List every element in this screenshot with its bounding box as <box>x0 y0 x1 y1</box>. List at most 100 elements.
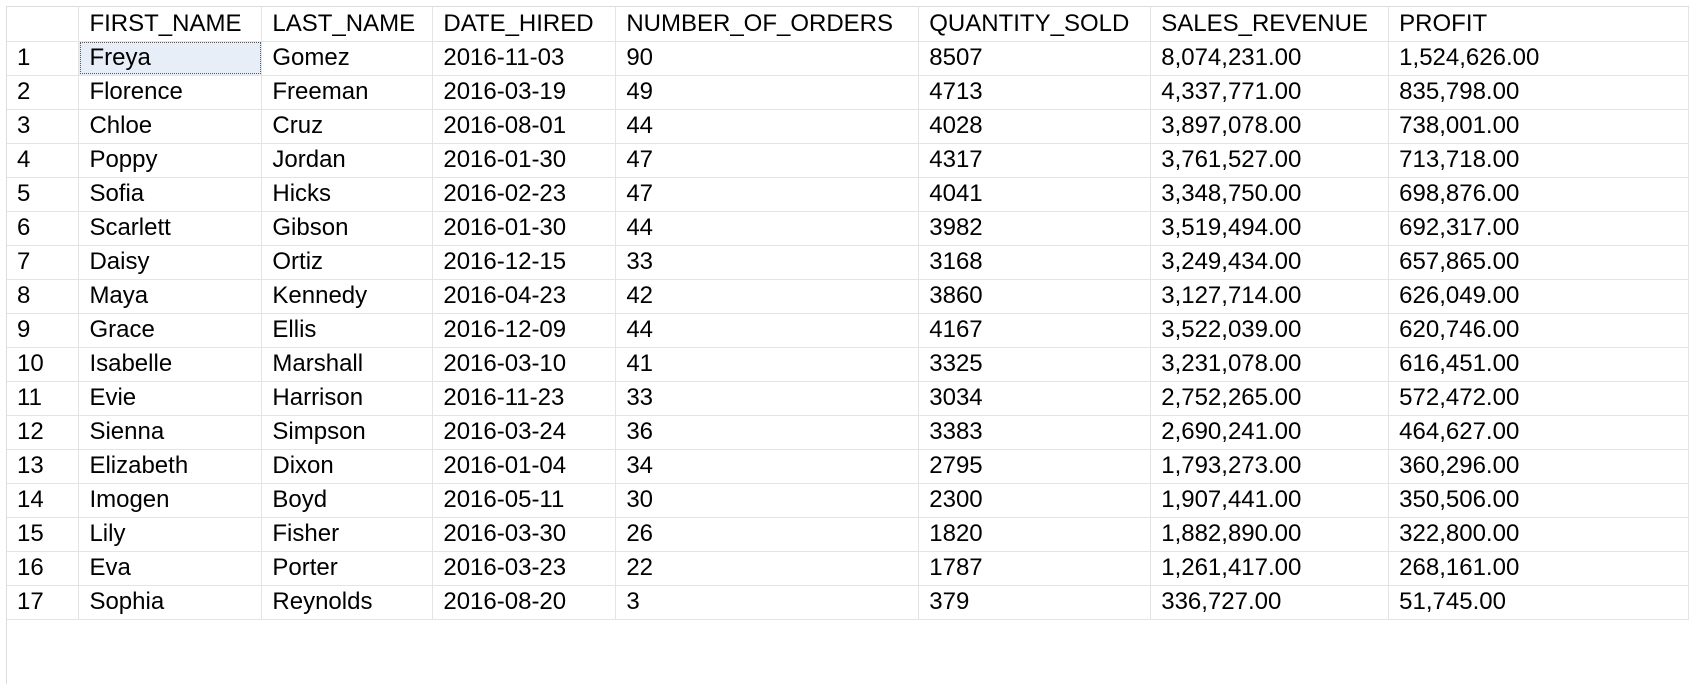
date-hired-cell[interactable]: 2016-04-23 <box>432 279 617 314</box>
first-name-cell[interactable]: Poppy <box>78 143 263 178</box>
date-hired-cell[interactable]: 2016-01-30 <box>432 211 617 246</box>
table-row[interactable]: 7 Daisy Ortiz 2016-12-15 33 3168 3,249,434.00 6… <box>7 245 1689 280</box>
number-of-orders-header[interactable]: NUMBER_OF_ORDERS <box>615 7 920 42</box>
date-hired-cell[interactable]: 2016-03-30 <box>432 517 617 552</box>
date-hired-cell[interactable]: 2016-08-20 <box>432 585 617 620</box>
quantity-sold-cell[interactable]: 4317 <box>918 143 1152 178</box>
table-row[interactable]: 6 Scarlett Gibson 2016-01-30 44 3982 3,519,494… <box>7 211 1689 246</box>
number-of-orders-cell[interactable]: 34 <box>615 449 920 484</box>
last-name-cell[interactable]: Gomez <box>261 41 434 76</box>
quantity-sold-cell[interactable]: 1820 <box>918 517 1152 552</box>
first-name-cell[interactable]: Florence <box>78 75 263 110</box>
number-of-orders-cell[interactable]: 3 <box>615 585 920 620</box>
last-name-cell[interactable]: Hicks <box>261 177 434 212</box>
sales-revenue-cell[interactable]: 2,752,265.00 <box>1150 381 1390 416</box>
sales-revenue-cell[interactable]: 3,897,078.00 <box>1150 109 1390 144</box>
number-of-orders-cell[interactable]: 33 <box>615 245 920 280</box>
last-name-cell[interactable]: Fisher <box>261 517 434 552</box>
last-name-cell[interactable]: Kennedy <box>261 279 434 314</box>
sales-revenue-cell[interactable]: 2,690,241.00 <box>1150 415 1390 450</box>
table-row[interactable]: 4 Poppy Jordan 2016-01-30 47 4317 3,761,527.00… <box>7 143 1689 178</box>
number-of-orders-cell[interactable]: 49 <box>615 75 920 110</box>
first-name-cell[interactable]: Scarlett <box>78 211 263 246</box>
quantity-sold-cell[interactable]: 4028 <box>918 109 1152 144</box>
row-number[interactable]: 4 <box>7 143 80 178</box>
sales-revenue-cell[interactable]: 3,249,434.00 <box>1150 245 1390 280</box>
quantity-sold-cell[interactable]: 8507 <box>918 41 1152 76</box>
first-name-header[interactable]: FIRST_NAME <box>78 7 263 42</box>
row-number[interactable]: 13 <box>7 449 80 484</box>
row-number[interactable]: 15 <box>7 517 80 552</box>
quantity-sold-cell[interactable]: 2795 <box>918 449 1152 484</box>
row-number[interactable]: 17 <box>7 585 80 620</box>
first-name-cell[interactable]: Freya <box>78 41 263 76</box>
quantity-sold-cell[interactable]: 3034 <box>918 381 1152 416</box>
quantity-sold-cell[interactable]: 4167 <box>918 313 1152 348</box>
first-name-cell[interactable]: Evie <box>78 381 263 416</box>
quantity-sold-cell[interactable]: 3168 <box>918 245 1152 280</box>
last-name-cell[interactable]: Ellis <box>261 313 434 348</box>
sales-revenue-cell[interactable]: 3,761,527.00 <box>1150 143 1390 178</box>
profit-cell[interactable]: 464,627.00 <box>1388 415 1689 450</box>
date-hired-cell[interactable]: 2016-01-30 <box>432 143 617 178</box>
number-of-orders-cell[interactable]: 36 <box>615 415 920 450</box>
sales-revenue-cell[interactable]: 3,231,078.00 <box>1150 347 1390 382</box>
number-of-orders-cell[interactable]: 47 <box>615 143 920 178</box>
profit-cell[interactable]: 616,451.00 <box>1388 347 1689 382</box>
profit-cell[interactable]: 51,745.00 <box>1388 585 1689 620</box>
row-number[interactable]: 6 <box>7 211 80 246</box>
last-name-cell[interactable]: Cruz <box>261 109 434 144</box>
table-row[interactable]: 3 Chloe Cruz 2016-08-01 44 4028 3,897,078.00 73… <box>7 109 1689 144</box>
sales-revenue-cell[interactable]: 1,793,273.00 <box>1150 449 1390 484</box>
table-row[interactable]: 14 Imogen Boyd 2016-05-11 30 2300 1,907,441.00… <box>7 483 1689 518</box>
profit-cell[interactable]: 692,317.00 <box>1388 211 1689 246</box>
quantity-sold-cell[interactable]: 3860 <box>918 279 1152 314</box>
last-name-cell[interactable]: Jordan <box>261 143 434 178</box>
number-of-orders-cell[interactable]: 90 <box>615 41 920 76</box>
sales-revenue-cell[interactable]: 1,882,890.00 <box>1150 517 1390 552</box>
table-row[interactable]: 8 Maya Kennedy 2016-04-23 42 3860 3,127,714.00… <box>7 279 1689 314</box>
date-hired-cell[interactable]: 2016-03-23 <box>432 551 617 586</box>
first-name-cell[interactable]: Elizabeth <box>78 449 263 484</box>
quantity-sold-cell[interactable]: 379 <box>918 585 1152 620</box>
first-name-cell[interactable]: Maya <box>78 279 263 314</box>
sales-revenue-cell[interactable]: 1,261,417.00 <box>1150 551 1390 586</box>
last-name-cell[interactable]: Marshall <box>261 347 434 382</box>
sales-revenue-cell[interactable]: 3,127,714.00 <box>1150 279 1390 314</box>
row-number[interactable]: 10 <box>7 347 80 382</box>
first-name-cell[interactable]: Isabelle <box>78 347 263 382</box>
quantity-sold-cell[interactable]: 3383 <box>918 415 1152 450</box>
date-hired-cell[interactable]: 2016-03-10 <box>432 347 617 382</box>
number-of-orders-cell[interactable]: 44 <box>615 109 920 144</box>
sales-revenue-cell[interactable]: 3,348,750.00 <box>1150 177 1390 212</box>
profit-cell[interactable]: 350,506.00 <box>1388 483 1689 518</box>
quantity-sold-cell[interactable]: 3982 <box>918 211 1152 246</box>
row-number[interactable]: 12 <box>7 415 80 450</box>
profit-cell[interactable]: 713,718.00 <box>1388 143 1689 178</box>
sales-revenue-header[interactable]: SALES_REVENUE <box>1150 7 1390 42</box>
last-name-cell[interactable]: Boyd <box>261 483 434 518</box>
row-number[interactable]: 5 <box>7 177 80 212</box>
date-hired-cell[interactable]: 2016-02-23 <box>432 177 617 212</box>
number-of-orders-cell[interactable]: 44 <box>615 313 920 348</box>
number-of-orders-cell[interactable]: 26 <box>615 517 920 552</box>
table-row[interactable]: 10 Isabelle Marshall 2016-03-10 41 3325 3,231,… <box>7 347 1689 382</box>
profit-cell[interactable]: 360,296.00 <box>1388 449 1689 484</box>
first-name-cell[interactable]: Imogen <box>78 483 263 518</box>
number-of-orders-cell[interactable]: 44 <box>615 211 920 246</box>
first-name-cell[interactable]: Sienna <box>78 415 263 450</box>
table-row[interactable]: 15 Lily Fisher 2016-03-30 26 1820 1,882,890.00… <box>7 517 1689 552</box>
last-name-cell[interactable]: Reynolds <box>261 585 434 620</box>
date-hired-cell[interactable]: 2016-03-24 <box>432 415 617 450</box>
table-row[interactable]: 9 Grace Ellis 2016-12-09 44 4167 3,522,039.00 6… <box>7 313 1689 348</box>
first-name-cell[interactable]: Grace <box>78 313 263 348</box>
row-number[interactable]: 1 <box>7 41 80 76</box>
row-number[interactable]: 11 <box>7 381 80 416</box>
table-row[interactable]: 11 Evie Harrison 2016-11-23 33 3034 2,752,265.… <box>7 381 1689 416</box>
date-hired-cell[interactable]: 2016-05-11 <box>432 483 617 518</box>
profit-header[interactable]: PROFIT <box>1388 7 1689 42</box>
last-name-cell[interactable]: Gibson <box>261 211 434 246</box>
row-number[interactable]: 9 <box>7 313 80 348</box>
number-of-orders-cell[interactable]: 41 <box>615 347 920 382</box>
table-row[interactable]: 1 Freya Gomez 2016-11-03 90 8507 8,074,231.00 1… <box>7 41 1689 76</box>
